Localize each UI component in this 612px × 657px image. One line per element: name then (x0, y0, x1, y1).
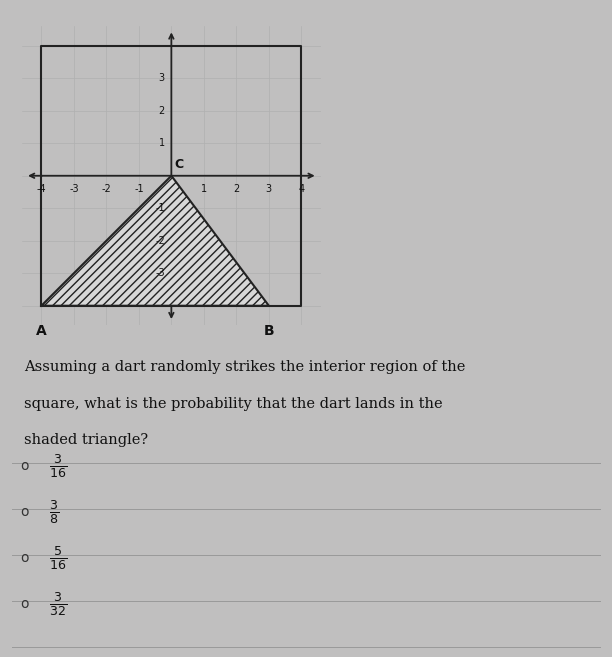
Text: 4: 4 (298, 184, 304, 194)
Text: $\frac{3}{8}$: $\frac{3}{8}$ (49, 499, 59, 526)
Text: o: o (20, 551, 29, 566)
Text: C: C (174, 158, 184, 171)
Text: -2: -2 (102, 184, 111, 194)
Text: -3: -3 (155, 268, 165, 278)
Text: shaded triangle?: shaded triangle? (24, 433, 149, 447)
Text: 3: 3 (159, 74, 165, 83)
Text: $\frac{3}{32}$: $\frac{3}{32}$ (49, 591, 67, 618)
Text: 2: 2 (159, 106, 165, 116)
Text: -1: -1 (155, 203, 165, 214)
Text: B: B (264, 324, 274, 338)
Text: 1: 1 (159, 138, 165, 148)
Text: o: o (20, 597, 29, 612)
Text: square, what is the probability that the dart lands in the: square, what is the probability that the… (24, 397, 443, 411)
Text: 3: 3 (266, 184, 272, 194)
Text: -4: -4 (37, 184, 46, 194)
Text: Assuming a dart randomly strikes the interior region of the: Assuming a dart randomly strikes the int… (24, 361, 466, 374)
Text: 1: 1 (201, 184, 207, 194)
Text: $\frac{3}{16}$: $\frac{3}{16}$ (49, 453, 67, 480)
Text: $\frac{5}{16}$: $\frac{5}{16}$ (49, 545, 67, 572)
Text: -1: -1 (134, 184, 144, 194)
Polygon shape (42, 175, 269, 306)
Text: o: o (20, 505, 29, 520)
Text: o: o (20, 459, 29, 474)
Text: 2: 2 (233, 184, 239, 194)
Text: -2: -2 (155, 236, 165, 246)
Text: A: A (35, 324, 47, 338)
Text: -3: -3 (69, 184, 79, 194)
